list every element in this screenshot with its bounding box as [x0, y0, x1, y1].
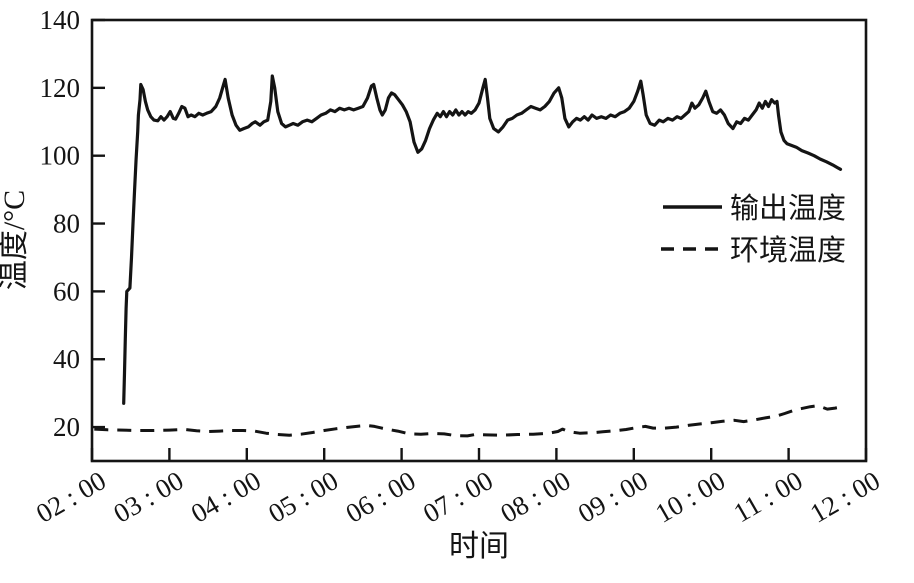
x-tick-label: 11 : 00	[729, 465, 808, 528]
legend-label-ambient: 环境温度	[730, 234, 846, 267]
x-tick-label: 09 : 00	[573, 465, 653, 528]
y-tick-label: 80	[53, 209, 80, 239]
legend-label-output: 输出温度	[730, 192, 846, 225]
y-tick-label: 20	[53, 412, 80, 442]
x-tick-label: 05 : 00	[263, 465, 343, 528]
y-tick-label: 60	[53, 276, 80, 306]
x-tick-label: 06 : 00	[341, 465, 421, 528]
y-tick-label: 100	[40, 141, 81, 171]
x-tick-label: 10 : 00	[650, 465, 730, 528]
ambient-temperature-line	[94, 404, 845, 438]
x-tick-label: 02 : 00	[31, 465, 111, 528]
x-tick-label: 12 : 00	[805, 465, 885, 528]
x-axis-title: 时间	[449, 530, 509, 563]
output-temperature-line	[122, 74, 843, 405]
y-tick-label: 120	[40, 73, 81, 103]
x-tick-label: 04 : 00	[186, 465, 266, 528]
y-axis-title: 温度/°C	[0, 190, 31, 290]
y-tick-label: 40	[53, 344, 80, 374]
legend: 输出温度 环境温度	[661, 192, 846, 267]
y-tick-label: 140	[40, 5, 81, 35]
x-tick-label: 07 : 00	[418, 465, 498, 528]
x-tick-label: 08 : 00	[495, 465, 575, 528]
x-tick-label: 03 : 00	[108, 465, 188, 528]
